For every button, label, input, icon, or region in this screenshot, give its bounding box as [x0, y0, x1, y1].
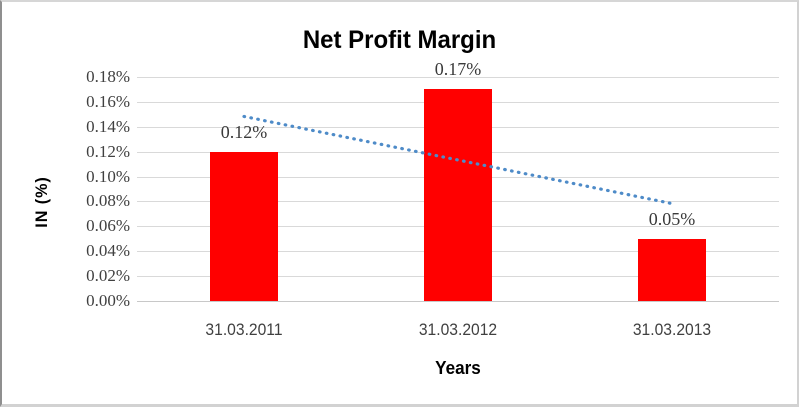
x-axis-title: Years: [435, 358, 481, 378]
x-tick-label: 31.03.2011: [205, 320, 283, 339]
x-tick-label: 31.03.2012: [418, 320, 498, 339]
bar: [638, 238, 706, 301]
bar-data-label: 0.12%: [220, 121, 268, 142]
y-tick-label: 0.08%: [86, 191, 130, 211]
x-tick-label: 31.03.2013: [632, 320, 712, 339]
y-tick-label: 0.02%: [86, 266, 130, 286]
y-tick-label: 0.06%: [86, 216, 130, 236]
gridline: [137, 77, 779, 78]
gridline: [137, 301, 779, 302]
y-tick-label: 0.16%: [86, 91, 130, 111]
chart-title: Net Profit Margin: [302, 26, 497, 54]
y-tick-label: 0.10%: [86, 166, 130, 186]
y-tick-label: 0.18%: [86, 67, 130, 86]
bar: [210, 151, 278, 301]
y-tick-label: 0.14%: [86, 116, 130, 136]
bar-data-label: 0.17%: [434, 59, 482, 80]
y-tick-label: 0.12%: [86, 141, 130, 161]
y-tick-label: 0.00%: [86, 291, 130, 310]
bar-data-label: 0.05%: [648, 208, 696, 229]
bar: [424, 89, 492, 301]
y-tick-label: 0.04%: [86, 241, 130, 261]
